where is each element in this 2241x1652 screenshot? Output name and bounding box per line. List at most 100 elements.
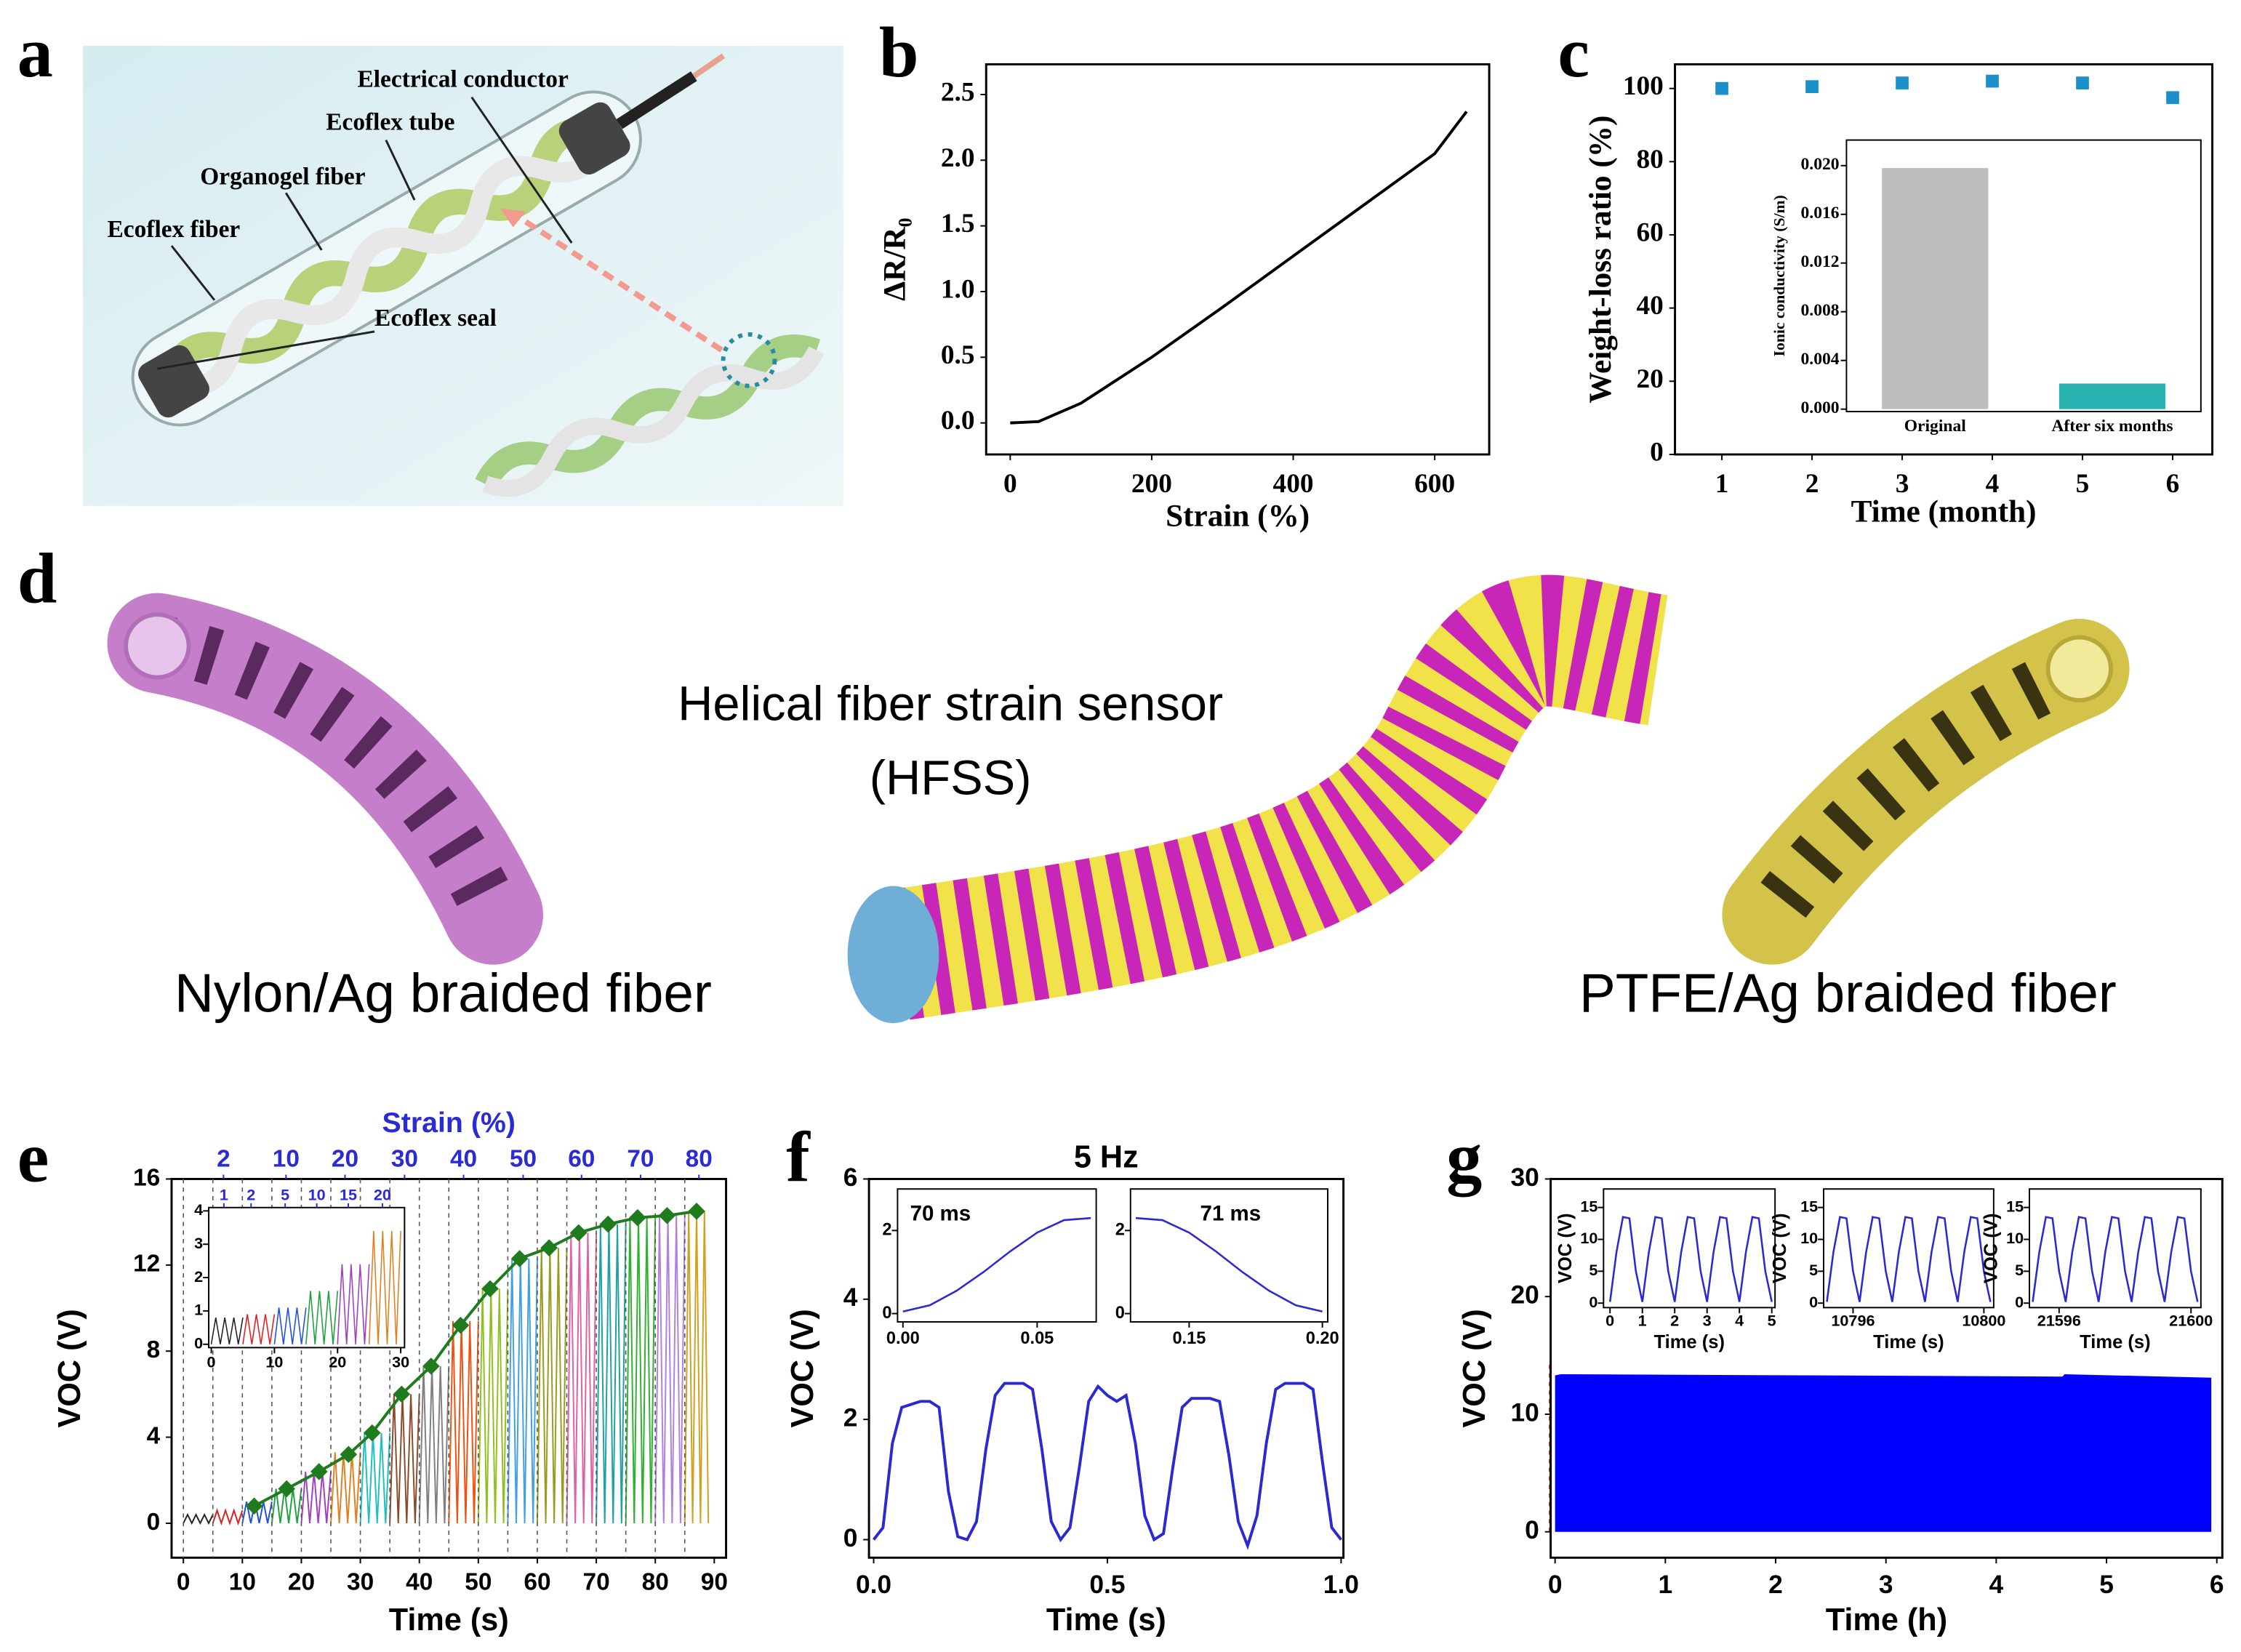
point xyxy=(2166,91,2179,105)
oscillation xyxy=(368,1230,401,1344)
y-tick-label: 20 xyxy=(1511,1281,1539,1310)
x-tick-label: 20 xyxy=(288,1568,315,1595)
x-tick-label: 1 xyxy=(1638,1312,1647,1330)
marker xyxy=(452,1316,470,1334)
line xyxy=(872,1382,1342,1550)
x-tick-label: 90 xyxy=(701,1568,728,1595)
y-axis-label: VOC (V) xyxy=(785,1309,820,1427)
ptfe-braid-pattern xyxy=(1749,642,2090,932)
y-tick-label: 40 xyxy=(1637,291,1664,321)
oscillation xyxy=(212,1508,244,1526)
x-tick-label: After six months xyxy=(2051,417,2173,436)
y-axis-label: VOC (V) xyxy=(1555,1214,1576,1284)
y-axis-label: VOC (V) xyxy=(52,1309,87,1427)
label: Ecoflex fiber xyxy=(108,216,241,243)
y-axis-label: Weight-loss ratio (%) xyxy=(1583,116,1618,404)
x-tick-label: 200 xyxy=(1131,469,1172,499)
y-axis-label: VOC (V) xyxy=(1457,1309,1492,1427)
panel-letter: c xyxy=(1558,13,1589,92)
y-tick-label: 20 xyxy=(1637,364,1664,394)
panel-letter: b xyxy=(879,13,919,92)
x-tick-label: 40 xyxy=(406,1568,433,1595)
panel-a-labels: Electrical conductor Ecoflex tube Organo… xyxy=(108,66,569,332)
chart-title: 5 Hz xyxy=(1074,1139,1139,1174)
panel-letter: a xyxy=(17,13,53,92)
y-tick-label: 0.004 xyxy=(1801,350,1840,369)
y-tick-label: 15 xyxy=(1800,1197,1818,1215)
point xyxy=(1805,80,1819,93)
marker xyxy=(569,1224,588,1242)
x2-tick-label: 2 xyxy=(246,1186,255,1204)
label: PTFE/Ag braided fiber xyxy=(1579,963,2117,1024)
x-axis-label: Time (s) xyxy=(389,1603,509,1637)
y-tick-label: 0.0 xyxy=(941,406,975,436)
y-tick-label: 12 xyxy=(133,1251,160,1278)
oscillation xyxy=(210,1317,244,1344)
y-tick-label: 0 xyxy=(1115,1303,1125,1322)
y-tick-label: 80 xyxy=(1637,145,1664,175)
panel-letter: e xyxy=(17,1118,49,1197)
y-tick-label: 0.000 xyxy=(1801,398,1840,417)
y-tick-label: 0 xyxy=(1525,1516,1539,1544)
oscillation xyxy=(596,1224,627,1523)
plot-frame xyxy=(1822,1188,1995,1309)
oscillation xyxy=(477,1288,509,1523)
x-tick-label: 0 xyxy=(1605,1312,1614,1330)
y-tick-label: 10 xyxy=(1800,1229,1818,1247)
y-tick-label: 4 xyxy=(843,1283,858,1312)
marker xyxy=(658,1206,676,1224)
x2-tick-label: 40 xyxy=(450,1146,477,1173)
line xyxy=(1010,111,1468,425)
x2-tick-label: 10 xyxy=(308,1186,326,1204)
y-tick-label: 2.5 xyxy=(941,78,975,108)
point xyxy=(1896,76,1909,89)
y-tick-label: 10 xyxy=(1511,1398,1539,1427)
nylon-end xyxy=(124,612,191,680)
panel-a-background xyxy=(83,45,843,506)
y-tick-label: 4 xyxy=(147,1422,161,1449)
nylon-braid xyxy=(107,593,543,965)
plot-frame xyxy=(1603,1188,1776,1309)
arrow-head xyxy=(500,208,526,228)
marker xyxy=(540,1239,558,1256)
x-tick-label: 10800 xyxy=(1962,1312,2005,1330)
x-tick-label: 3 xyxy=(1703,1312,1712,1330)
x-tick-label: 2 xyxy=(1768,1571,1783,1599)
plot-frame xyxy=(897,1188,1097,1323)
x-tick-label: 5 xyxy=(2076,469,2090,499)
label: Ecoflex tube xyxy=(326,109,454,136)
callouts xyxy=(157,96,573,370)
y-tick-label: 1.0 xyxy=(941,275,975,305)
annotation: 70 ms xyxy=(910,1201,971,1225)
panel-a-illustration xyxy=(83,45,843,506)
x-tick-label: 0.0 xyxy=(856,1571,891,1599)
plot-frame xyxy=(985,63,1491,456)
x2-tick-label: 70 xyxy=(627,1146,654,1173)
bar xyxy=(2058,383,2166,409)
x-tick-label: 0 xyxy=(207,1353,216,1371)
y-tick-label: 0.008 xyxy=(1801,301,1840,320)
x2-axis-label: Strain (%) xyxy=(382,1107,516,1139)
x-tick-label: 30 xyxy=(347,1568,374,1595)
y-tick-label: 0 xyxy=(1650,438,1664,468)
area xyxy=(1555,1374,2212,1532)
x-tick-label: 50 xyxy=(465,1568,492,1595)
arrow xyxy=(513,212,723,353)
y-tick-label: 15 xyxy=(1580,1197,1597,1215)
oscillation xyxy=(389,1394,420,1523)
x-tick-label: 20 xyxy=(329,1353,346,1371)
marker xyxy=(688,1203,705,1220)
oscillation xyxy=(242,1314,276,1344)
line xyxy=(2032,1216,2199,1302)
y-tick-label: 16 xyxy=(133,1164,160,1191)
x-tick-label: 21600 xyxy=(2169,1312,2213,1330)
oscillation xyxy=(273,1307,307,1344)
x-tick-label: 5 xyxy=(1768,1312,1776,1330)
title: (HFSS) xyxy=(870,752,1032,806)
x-tick-label: 30 xyxy=(392,1353,409,1371)
x-axis-label: Time (s) xyxy=(1046,1603,1166,1637)
x-tick-label: 1 xyxy=(1715,469,1729,499)
line xyxy=(1135,1216,1323,1312)
oscillation xyxy=(183,1512,214,1525)
